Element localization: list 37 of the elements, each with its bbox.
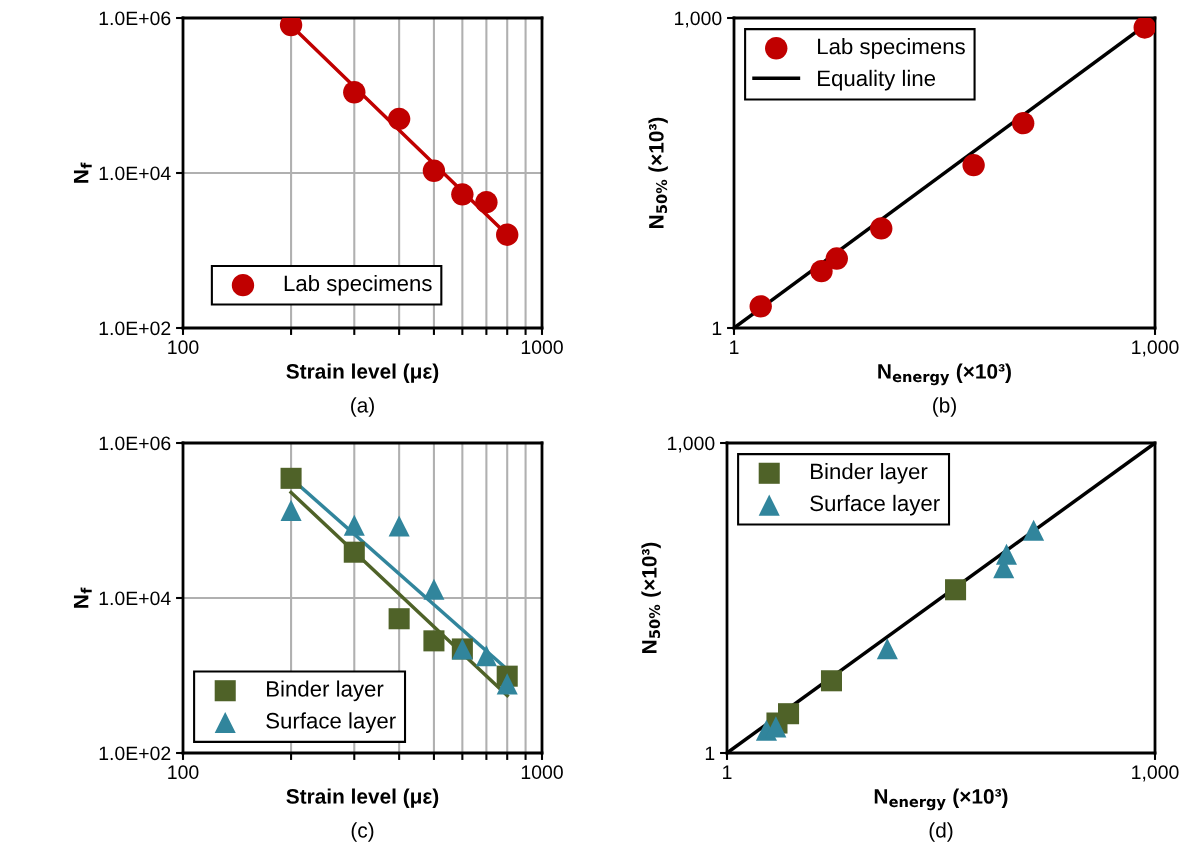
x-tick-label: 1,000 (1132, 765, 1179, 782)
x-tick-label: 1000 (521, 765, 563, 780)
y-tick-label: 1.0E+04 (99, 591, 171, 606)
x-tick-label: 1,000 (1132, 340, 1179, 357)
y-axis-title: N$_{f}$ (73, 162, 92, 183)
text: (b) (933, 397, 956, 417)
legend-label: Lab specimens (284, 274, 432, 296)
x-tick-label: 1000 (521, 340, 563, 355)
y-axis-title: N$_{50%}$ (×10³) (648, 117, 668, 228)
text: (c) (351, 822, 374, 842)
y-tick-label: 1 (712, 321, 722, 336)
x-axis-title: Strain level (με) (286, 363, 439, 383)
y-tick-label: 1.0E+06 (99, 436, 171, 451)
y-tick-label: 1,000 (668, 436, 715, 453)
legend-label: Binder layer (811, 463, 928, 484)
text: (d) (929, 822, 953, 842)
y-axis-title: N$_{50%}$ (×10³) (641, 542, 661, 653)
y-tick-label: 1.0E+02 (99, 321, 171, 336)
x-axis-title: N$_{energy}$ (×10³) (874, 788, 1008, 811)
y-tick-label: 1.0E+02 (99, 746, 171, 761)
legend-label: Lab specimens (818, 38, 965, 59)
legend-label: Surface layer (266, 712, 396, 733)
legend-label: Equality line (818, 69, 936, 91)
x-tick-label: 100 (168, 765, 199, 780)
y-tick-label: 1 (705, 746, 715, 761)
x-tick-label: 100 (168, 340, 199, 355)
y-tick-label: 1,000 (675, 11, 722, 28)
legend-label: Binder layer (267, 680, 384, 702)
y-axis-title: N$_{f}$ (73, 587, 92, 608)
x-axis-title: N$_{energy}$ (×10³) (878, 363, 1011, 386)
y-tick-label: 1.0E+04 (99, 166, 171, 181)
legend-label: Surface layer (810, 494, 940, 516)
x-tick-label: 1 (723, 765, 732, 779)
y-tick-label: 1.0E+06 (99, 11, 171, 26)
x-axis-title: Strain level (με) (286, 788, 439, 808)
x-tick-label: 1 (730, 340, 739, 354)
text: (a) (351, 397, 374, 417)
